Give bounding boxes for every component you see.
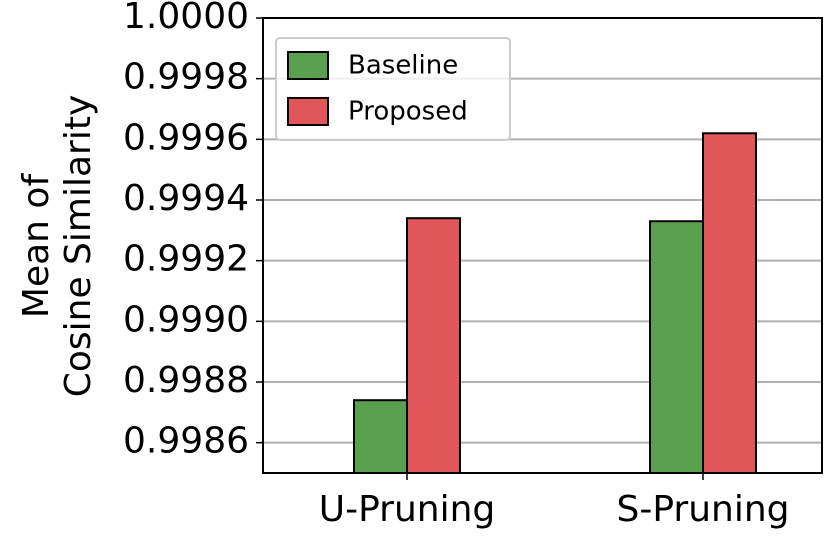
- y-tick-label: 0.9992: [123, 239, 249, 280]
- bar: [649, 220, 704, 474]
- bar: [353, 399, 408, 475]
- x-tick-label: U-Pruning: [319, 489, 496, 530]
- y-tick-label: 0.9994: [123, 178, 249, 219]
- y-tick-label: 0.9996: [123, 117, 249, 158]
- plot-frame: [262, 17, 823, 474]
- y-tick-label: 1.0000: [123, 0, 249, 37]
- y-tick-label: 0.9998: [123, 57, 249, 98]
- y-axis-label: Cosine Similarity: [58, 95, 99, 398]
- legend-label: Baseline: [348, 51, 458, 81]
- legend-swatch: [287, 51, 329, 80]
- legend-box: [275, 37, 511, 141]
- bar: [702, 132, 757, 474]
- y-axis-label: Mean of: [16, 173, 57, 319]
- legend-swatch: [287, 97, 329, 126]
- legend-label: Proposed: [348, 97, 468, 127]
- x-tick-label: S-Pruning: [616, 489, 789, 530]
- bar: [406, 217, 461, 474]
- y-tick-label: 0.9986: [123, 421, 249, 462]
- y-tick-label: 0.9990: [123, 299, 249, 340]
- y-tick-label: 0.9988: [123, 360, 249, 401]
